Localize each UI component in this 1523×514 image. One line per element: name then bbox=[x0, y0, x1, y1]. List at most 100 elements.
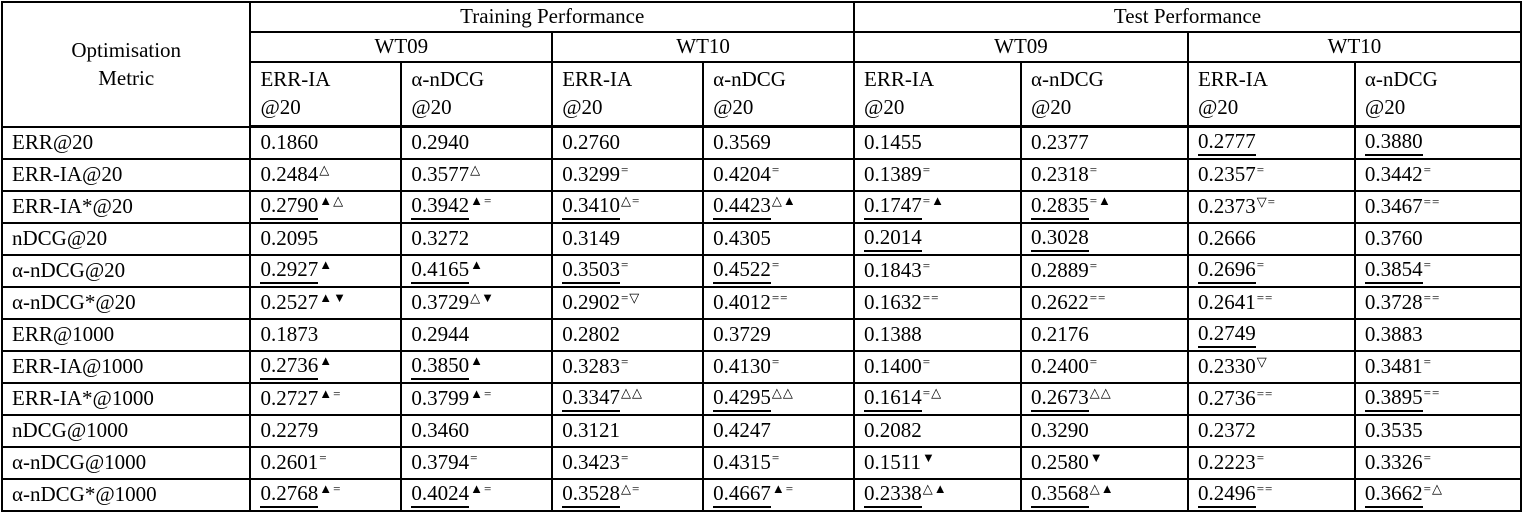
significance-marker: = bbox=[922, 353, 932, 369]
value-cell: 0.2835=▲ bbox=[1019, 189, 1189, 224]
value: 0.3794 bbox=[411, 449, 470, 474]
significance-marker: =▲ bbox=[922, 192, 945, 208]
value-cell: 0.4204= bbox=[702, 157, 855, 192]
underlined-value: 0.2496 bbox=[1197, 481, 1256, 509]
row-metric-label: α-nDCG@1000 bbox=[0, 445, 252, 480]
table-row: α-nDCG*@1000 0.2768▲= 0.4024▲= 0.3528△= 0.46… bbox=[0, 477, 1523, 512]
row-metric-label: α-nDCG*@20 bbox=[0, 285, 252, 320]
value: 0.2527 bbox=[260, 289, 319, 314]
value: 0.3799 bbox=[411, 385, 470, 410]
value-cell: 0.2622== bbox=[1019, 285, 1189, 320]
value-cell: 0.4315= bbox=[702, 445, 855, 480]
underlined-value: 0.2790 bbox=[260, 193, 319, 221]
value: 0.1511 bbox=[864, 449, 921, 474]
value-cell: 0.1400= bbox=[853, 349, 1022, 384]
value: 0.2373 bbox=[1197, 193, 1256, 218]
value: 0.4130 bbox=[713, 353, 771, 378]
underlined-value: 0.1747 bbox=[864, 193, 922, 221]
value: 0.1843 bbox=[864, 257, 922, 282]
value: 0.3283 bbox=[562, 353, 620, 378]
value: 0.2223 bbox=[1197, 449, 1256, 474]
value-cell: 0.3729 bbox=[702, 317, 855, 352]
value-cell: 0.1511▼ bbox=[853, 445, 1022, 480]
significance-marker: ▲= bbox=[319, 480, 342, 496]
dataset-header-train-wt10: WT10 bbox=[551, 31, 855, 63]
value: 0.3481 bbox=[1364, 353, 1423, 378]
significance-marker: == bbox=[1089, 289, 1107, 305]
value-cell: 0.4667▲= bbox=[702, 477, 855, 512]
value: 0.1455 bbox=[864, 130, 922, 155]
value-cell: 0.3577△ bbox=[400, 157, 554, 192]
value: 0.2580 bbox=[1030, 449, 1089, 474]
value: 0.2641 bbox=[1197, 289, 1256, 314]
value: 0.2484 bbox=[260, 161, 319, 186]
value: 0.2176 bbox=[1030, 321, 1089, 346]
optimisation-metric-header: Optimisation Metric bbox=[0, 1, 252, 128]
value: 0.3423 bbox=[562, 449, 620, 474]
value: 0.1388 bbox=[864, 321, 922, 346]
value-cell: 0.3481= bbox=[1353, 349, 1523, 384]
significance-marker: = bbox=[319, 449, 328, 465]
value-cell: 0.2014 bbox=[853, 221, 1022, 256]
value: 0.2357 bbox=[1197, 161, 1256, 186]
value-cell: 0.3460 bbox=[400, 413, 554, 448]
value: 0.3442 bbox=[1364, 161, 1423, 186]
value-cell: 0.2777 bbox=[1186, 125, 1356, 160]
value-cell: 0.3121 bbox=[551, 413, 705, 448]
significance-marker: △ bbox=[319, 161, 331, 177]
value-cell: 0.2318= bbox=[1019, 157, 1189, 192]
significance-marker: == bbox=[1256, 289, 1274, 305]
value-cell: 0.4012== bbox=[702, 285, 855, 320]
metric-header: ERR-IA @20 bbox=[249, 61, 403, 128]
significance-marker: = bbox=[1089, 353, 1099, 369]
significance-marker: ▲ bbox=[319, 256, 334, 272]
underlined-value: 0.2749 bbox=[1197, 321, 1256, 349]
significance-marker: == bbox=[1256, 385, 1274, 401]
value: 0.2802 bbox=[562, 321, 620, 346]
value-cell: 0.2940 bbox=[400, 125, 554, 160]
value-cell: 0.2377 bbox=[1019, 125, 1189, 160]
underlined-value: 0.2927 bbox=[260, 257, 319, 285]
row-metric-label: ERR-IA*@1000 bbox=[0, 381, 252, 416]
significance-marker: ▲ bbox=[470, 256, 484, 272]
value-cell: 0.3467== bbox=[1353, 189, 1523, 224]
value-cell: 0.2902=▽ bbox=[551, 285, 705, 320]
value-cell: 0.2727▲= bbox=[249, 381, 403, 416]
metric-header: ERR-IA @20 bbox=[1186, 61, 1356, 128]
underlined-value: 0.3503 bbox=[562, 257, 620, 285]
value: 0.1400 bbox=[864, 353, 922, 378]
value-cell: 0.2641== bbox=[1186, 285, 1356, 320]
dataset-header-train-wt09: WT09 bbox=[249, 31, 554, 63]
significance-marker: ▼ bbox=[1089, 449, 1104, 465]
value: 0.1860 bbox=[260, 130, 319, 155]
metric-header: α-nDCG @20 bbox=[702, 61, 855, 128]
value-cell: 0.2760 bbox=[551, 125, 705, 160]
value: 0.2318 bbox=[1030, 161, 1089, 186]
value: 0.2601 bbox=[260, 449, 319, 474]
value-cell: 0.3028 bbox=[1019, 221, 1189, 256]
value-cell: 0.3662=△ bbox=[1353, 477, 1523, 512]
significance-marker: = bbox=[771, 256, 781, 272]
significance-marker: == bbox=[771, 289, 789, 305]
significance-marker: △△ bbox=[771, 384, 794, 400]
value-cell: 0.2601= bbox=[249, 445, 403, 480]
significance-marker: ▲= bbox=[470, 480, 493, 496]
value-cell: 0.2673△△ bbox=[1019, 381, 1189, 416]
underlined-value: 0.2673 bbox=[1030, 385, 1089, 413]
row-metric-label: ERR-IA*@20 bbox=[0, 189, 252, 224]
value: 0.3149 bbox=[562, 225, 620, 250]
value-cell: 0.2496== bbox=[1186, 477, 1356, 512]
value: 0.2727 bbox=[260, 385, 319, 410]
value-cell: 0.2696= bbox=[1186, 253, 1356, 288]
value: 0.2944 bbox=[411, 321, 470, 346]
value-cell: 0.2095 bbox=[249, 221, 403, 256]
significance-marker: == bbox=[922, 289, 940, 305]
table-row: ERR@20 0.1860 0.2940 0.2760 0.3569 0.1455 0.23… bbox=[0, 125, 1523, 160]
value-cell: 0.2330▽ bbox=[1186, 349, 1356, 384]
value: 0.4247 bbox=[713, 417, 771, 442]
value-cell: 0.3149 bbox=[551, 221, 705, 256]
value-cell: 0.2736▲ bbox=[249, 349, 403, 384]
value: 0.2760 bbox=[562, 130, 620, 155]
table-row: nDCG@1000 0.2279 0.3460 0.3121 0.4247 0.2082 0… bbox=[0, 413, 1523, 448]
value-cell: 0.2338△▲ bbox=[853, 477, 1022, 512]
